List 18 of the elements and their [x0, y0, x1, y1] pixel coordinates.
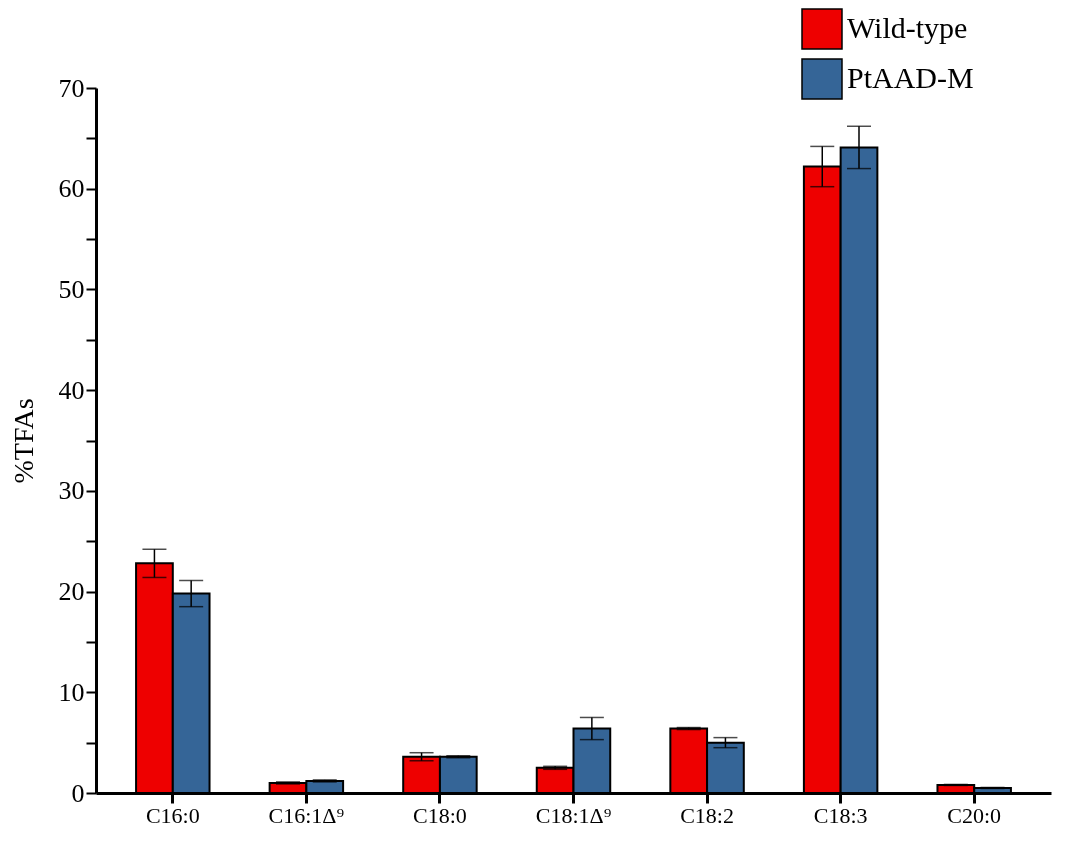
y-axis-title: %TFAs: [7, 398, 39, 484]
y-tick-label: 60: [58, 174, 85, 204]
y-tick-label: 70: [58, 73, 85, 103]
y-tick-label: 20: [58, 577, 85, 607]
x-tick-label: C16:0: [145, 802, 200, 828]
x-tick-label: C18:3: [813, 802, 868, 828]
y-tick-label: 50: [58, 274, 85, 304]
y-tick-label: 30: [58, 476, 85, 506]
x-tick-label: C20:0: [947, 802, 1002, 828]
x-tick-label: C18:1Δ⁹: [535, 802, 612, 828]
x-tick-label: C16:1Δ⁹: [268, 802, 345, 828]
x-tick-label: C18:0: [413, 802, 467, 828]
y-tick-label: 0: [71, 778, 85, 808]
y-tick-label: 40: [58, 375, 85, 405]
y-tick-label: 10: [58, 677, 85, 707]
x-tick-label: C18:2: [680, 802, 734, 828]
legend-label: PtAAD-M: [847, 61, 974, 94]
legend-label: Wild-type: [847, 11, 968, 44]
